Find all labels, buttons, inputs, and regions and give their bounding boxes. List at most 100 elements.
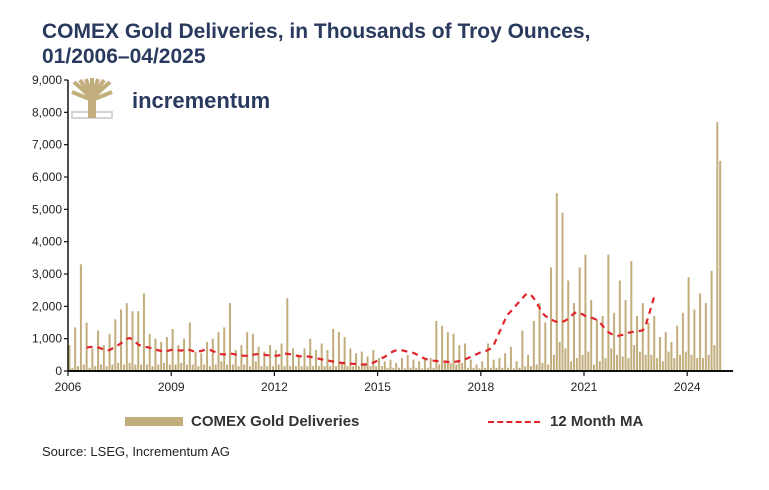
bar bbox=[243, 364, 246, 371]
bar bbox=[547, 364, 550, 371]
bar bbox=[303, 348, 306, 371]
bar bbox=[486, 343, 489, 371]
bar bbox=[254, 361, 257, 371]
bar bbox=[163, 362, 166, 371]
bar bbox=[326, 349, 329, 371]
bar bbox=[82, 364, 85, 371]
bar bbox=[521, 330, 524, 371]
bar bbox=[237, 366, 240, 371]
bar bbox=[211, 338, 214, 371]
bar bbox=[220, 361, 223, 371]
bar bbox=[300, 366, 303, 371]
bar bbox=[656, 358, 659, 371]
y-tick-label: 5,000 bbox=[32, 202, 62, 216]
bar bbox=[306, 366, 309, 371]
bar bbox=[329, 366, 332, 371]
bar bbox=[269, 345, 272, 371]
bar bbox=[501, 367, 504, 371]
bar bbox=[246, 332, 249, 371]
bar bbox=[644, 354, 647, 371]
bar bbox=[558, 341, 561, 371]
bar bbox=[297, 354, 300, 371]
ma-line bbox=[86, 292, 656, 366]
bar bbox=[527, 354, 530, 371]
bar bbox=[495, 367, 498, 371]
bar bbox=[151, 366, 154, 371]
bar bbox=[507, 367, 510, 371]
bar bbox=[355, 353, 358, 371]
bar bbox=[312, 366, 315, 371]
bar bbox=[690, 354, 693, 371]
bar bbox=[249, 366, 252, 371]
bar bbox=[349, 348, 352, 371]
bar bbox=[131, 311, 134, 371]
bar bbox=[535, 364, 538, 371]
bar bbox=[532, 320, 535, 371]
bar bbox=[134, 364, 137, 371]
bar bbox=[157, 364, 160, 371]
bar bbox=[180, 362, 183, 371]
bar bbox=[418, 361, 421, 371]
bar bbox=[673, 358, 676, 371]
x-tick-label: 2009 bbox=[158, 380, 185, 394]
bar bbox=[449, 362, 452, 371]
bar bbox=[716, 122, 719, 372]
bar bbox=[120, 309, 123, 371]
y-tick-label: 2,000 bbox=[32, 299, 62, 313]
bar bbox=[74, 327, 77, 371]
y-tick-label: 0 bbox=[55, 364, 62, 378]
bar bbox=[320, 343, 323, 371]
bar bbox=[504, 353, 507, 371]
bar bbox=[509, 346, 512, 371]
bar bbox=[357, 366, 360, 371]
bar bbox=[676, 325, 679, 371]
bar bbox=[667, 351, 670, 371]
bar bbox=[294, 366, 297, 371]
bar bbox=[369, 366, 372, 371]
bar bbox=[570, 361, 573, 371]
bar bbox=[624, 299, 627, 371]
bar bbox=[432, 367, 435, 371]
bar bbox=[693, 309, 696, 371]
x-tick-label: 2006 bbox=[55, 380, 82, 394]
bar bbox=[661, 361, 664, 371]
bar bbox=[492, 359, 495, 371]
bar bbox=[372, 349, 375, 371]
bar bbox=[383, 361, 386, 371]
bars-group bbox=[68, 122, 722, 372]
bar bbox=[263, 351, 266, 371]
x-tick-label: 2021 bbox=[571, 380, 598, 394]
bar bbox=[653, 316, 656, 371]
bar bbox=[142, 293, 145, 371]
bar bbox=[544, 322, 547, 371]
bar bbox=[466, 367, 469, 371]
bar bbox=[203, 364, 206, 371]
bar bbox=[627, 358, 630, 371]
legend-item-ma: 12 Month MA bbox=[488, 413, 643, 430]
bar bbox=[208, 366, 211, 371]
x-tick-label: 2012 bbox=[261, 380, 288, 394]
x-tick-label: 2024 bbox=[674, 380, 701, 394]
bar bbox=[426, 367, 429, 371]
bar bbox=[681, 312, 684, 371]
bar bbox=[598, 361, 601, 371]
bar bbox=[260, 366, 263, 371]
bar bbox=[228, 303, 231, 371]
bar bbox=[375, 366, 378, 371]
bar bbox=[389, 359, 392, 371]
bar bbox=[584, 254, 587, 371]
bar bbox=[286, 298, 289, 371]
bar bbox=[154, 338, 157, 371]
bar bbox=[423, 359, 426, 371]
bar bbox=[455, 364, 458, 371]
bar bbox=[441, 325, 444, 371]
bar bbox=[395, 362, 398, 371]
bar bbox=[696, 358, 699, 371]
bar bbox=[704, 303, 707, 371]
bar bbox=[567, 280, 570, 371]
bar bbox=[489, 367, 492, 371]
bar bbox=[137, 311, 140, 371]
bar bbox=[108, 333, 111, 371]
bar bbox=[140, 364, 143, 371]
bar bbox=[469, 359, 472, 371]
